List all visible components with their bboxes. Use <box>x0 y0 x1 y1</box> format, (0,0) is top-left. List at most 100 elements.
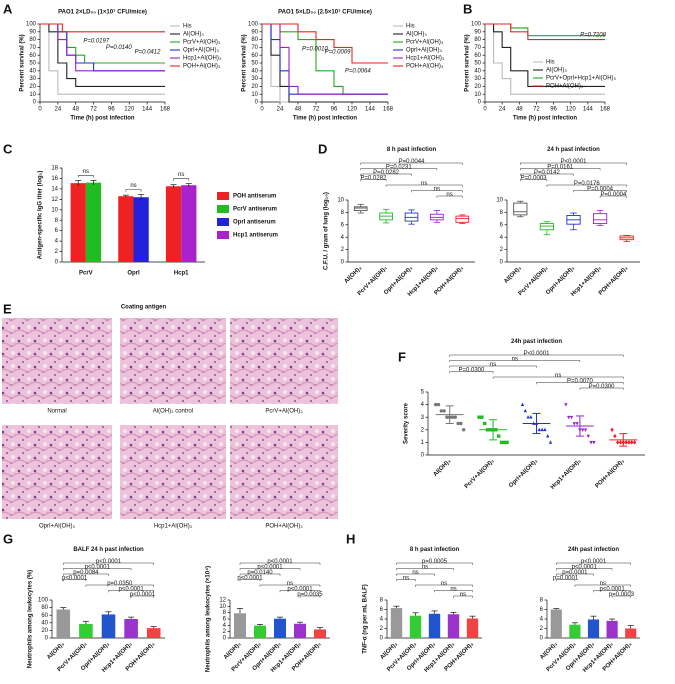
significance-bracket <box>396 579 416 582</box>
legend-label: Al(OH)₃ <box>406 32 427 38</box>
significance-bracket <box>556 579 576 582</box>
bar <box>118 196 134 262</box>
chart-title: 24 h past infection <box>547 147 600 153</box>
y-tick-label: 30 <box>251 76 258 82</box>
micrograph-label: Al(OH)₃ control <box>153 409 193 415</box>
y-tick-label: 14 <box>51 186 58 192</box>
legend-label: POH antiserum <box>233 194 276 200</box>
y-tick-label: 4 <box>55 239 59 245</box>
x-tick-label: 144 <box>365 107 376 113</box>
x-tick-label: Al(OH)₃ <box>344 265 364 285</box>
significance-bracket <box>574 584 631 587</box>
x-tick-label: 168 <box>383 107 394 113</box>
y-tick-label: 40 <box>29 68 36 74</box>
y-tick-label: 0 <box>223 636 227 642</box>
bar <box>294 623 306 638</box>
significance-label: p<0.0001 <box>287 586 313 592</box>
bar <box>124 619 138 638</box>
micrograph-label: PcrV+Al(OH)₃ <box>265 409 303 415</box>
survival-curve <box>40 23 165 72</box>
y-tick-label: 12 <box>219 598 226 604</box>
point <box>442 409 446 413</box>
significance-bracket <box>449 360 581 363</box>
point <box>543 427 547 432</box>
x-tick-label: 168 <box>600 107 611 113</box>
point <box>627 440 631 445</box>
significance-bracket <box>108 590 154 593</box>
point <box>540 427 544 432</box>
significance-bracket <box>520 179 548 182</box>
significance-bracket <box>85 584 154 587</box>
point <box>453 415 457 419</box>
survival-curve <box>40 23 165 33</box>
significance-label: ns <box>460 592 466 598</box>
point <box>575 422 579 426</box>
y-tick-label: 2 <box>421 427 425 433</box>
point <box>567 415 571 420</box>
y-tick-label: 2 <box>55 249 59 255</box>
point <box>564 403 568 407</box>
significance-label: p<0.0001 <box>130 592 156 598</box>
panel-letter: E <box>3 301 12 316</box>
survival-curve <box>40 23 165 95</box>
y-tick-label: 2 <box>500 247 504 253</box>
legend-swatch <box>217 231 229 239</box>
significance-label: p<0.0001 <box>599 586 625 592</box>
significance-bracket <box>520 173 574 176</box>
y-tick-label: 0 <box>45 636 49 642</box>
significance-label: ns <box>600 581 606 587</box>
x-tick-label: Al(OH)₃ <box>433 458 453 478</box>
x-tick-label: 120 <box>566 107 577 113</box>
x-tick-label: 48 <box>72 107 79 113</box>
point <box>586 434 590 439</box>
box <box>539 223 555 231</box>
significance-label: p<0.0001 <box>237 575 263 581</box>
chart-title: 24h past infection <box>511 339 562 345</box>
significance-bracket <box>520 168 601 171</box>
significance-bracket <box>434 590 473 593</box>
significance-bracket <box>63 579 87 582</box>
x-axis-label: Time (h) post infection <box>70 116 135 122</box>
x-tick-label: 72 <box>90 107 97 113</box>
significance-bracket <box>63 562 154 565</box>
y-tick-label: 60 <box>474 53 481 59</box>
significance-label: p<0.0001 <box>257 564 283 570</box>
survival-curve <box>485 23 605 41</box>
significance-label: ns <box>512 356 518 362</box>
bar <box>466 618 479 638</box>
annotation: P=0.0009 <box>325 50 352 56</box>
bar <box>587 619 600 638</box>
significance-label: ns <box>441 581 447 587</box>
significance-bracket <box>239 568 301 571</box>
significance-bracket <box>415 584 473 587</box>
x-tick-label: 72 <box>313 107 320 113</box>
point <box>505 440 509 445</box>
point <box>445 415 449 419</box>
y-tick-label: 30 <box>474 76 481 82</box>
x-tick-label: Al(OH)₃ <box>46 641 66 661</box>
y-tick-label: 90 <box>29 29 36 35</box>
point <box>499 440 504 445</box>
point <box>548 440 553 444</box>
x-tick-label: 144 <box>583 107 594 113</box>
point <box>569 415 574 420</box>
y-tick-label: 10 <box>337 198 344 204</box>
significance-bracket <box>573 190 627 193</box>
significance-bracket <box>239 562 321 565</box>
significance-bracket <box>599 195 627 198</box>
significance-bracket <box>449 365 537 368</box>
point <box>610 427 614 433</box>
survival-curve <box>262 23 388 95</box>
x-tick-label: 168 <box>160 107 171 113</box>
x-tick-label: 120 <box>347 107 358 113</box>
x-tick-label: 144 <box>142 107 153 113</box>
y-tick-label: 20 <box>29 84 36 90</box>
y-tick-label: 6 <box>341 222 345 228</box>
survival-curve <box>262 23 388 64</box>
point <box>477 415 481 419</box>
panel-letter: H <box>346 531 355 546</box>
significance-bracket <box>360 179 387 182</box>
bar <box>234 613 246 638</box>
y-tick-label: 50 <box>251 61 258 67</box>
significance-label: p=0.0005 <box>422 559 448 565</box>
